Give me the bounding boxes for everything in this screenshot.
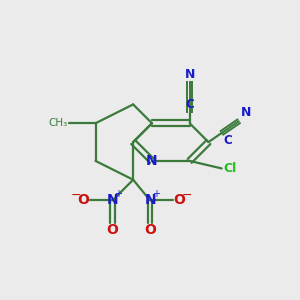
Text: O: O — [77, 194, 89, 207]
Text: −: − — [181, 189, 192, 202]
Text: O: O — [144, 223, 156, 237]
Text: N: N — [184, 68, 195, 81]
Text: N: N — [144, 194, 156, 207]
Text: +: + — [114, 190, 122, 200]
Text: +: + — [152, 190, 160, 200]
Text: C: C — [185, 98, 194, 111]
Text: O: O — [106, 223, 119, 237]
Text: −: − — [71, 189, 81, 202]
Text: CH₃: CH₃ — [48, 118, 67, 128]
Text: N: N — [241, 106, 251, 119]
Text: O: O — [174, 194, 186, 207]
Text: Cl: Cl — [224, 162, 237, 175]
Text: N: N — [146, 154, 158, 168]
Text: C: C — [223, 134, 232, 147]
Text: N: N — [106, 194, 118, 207]
